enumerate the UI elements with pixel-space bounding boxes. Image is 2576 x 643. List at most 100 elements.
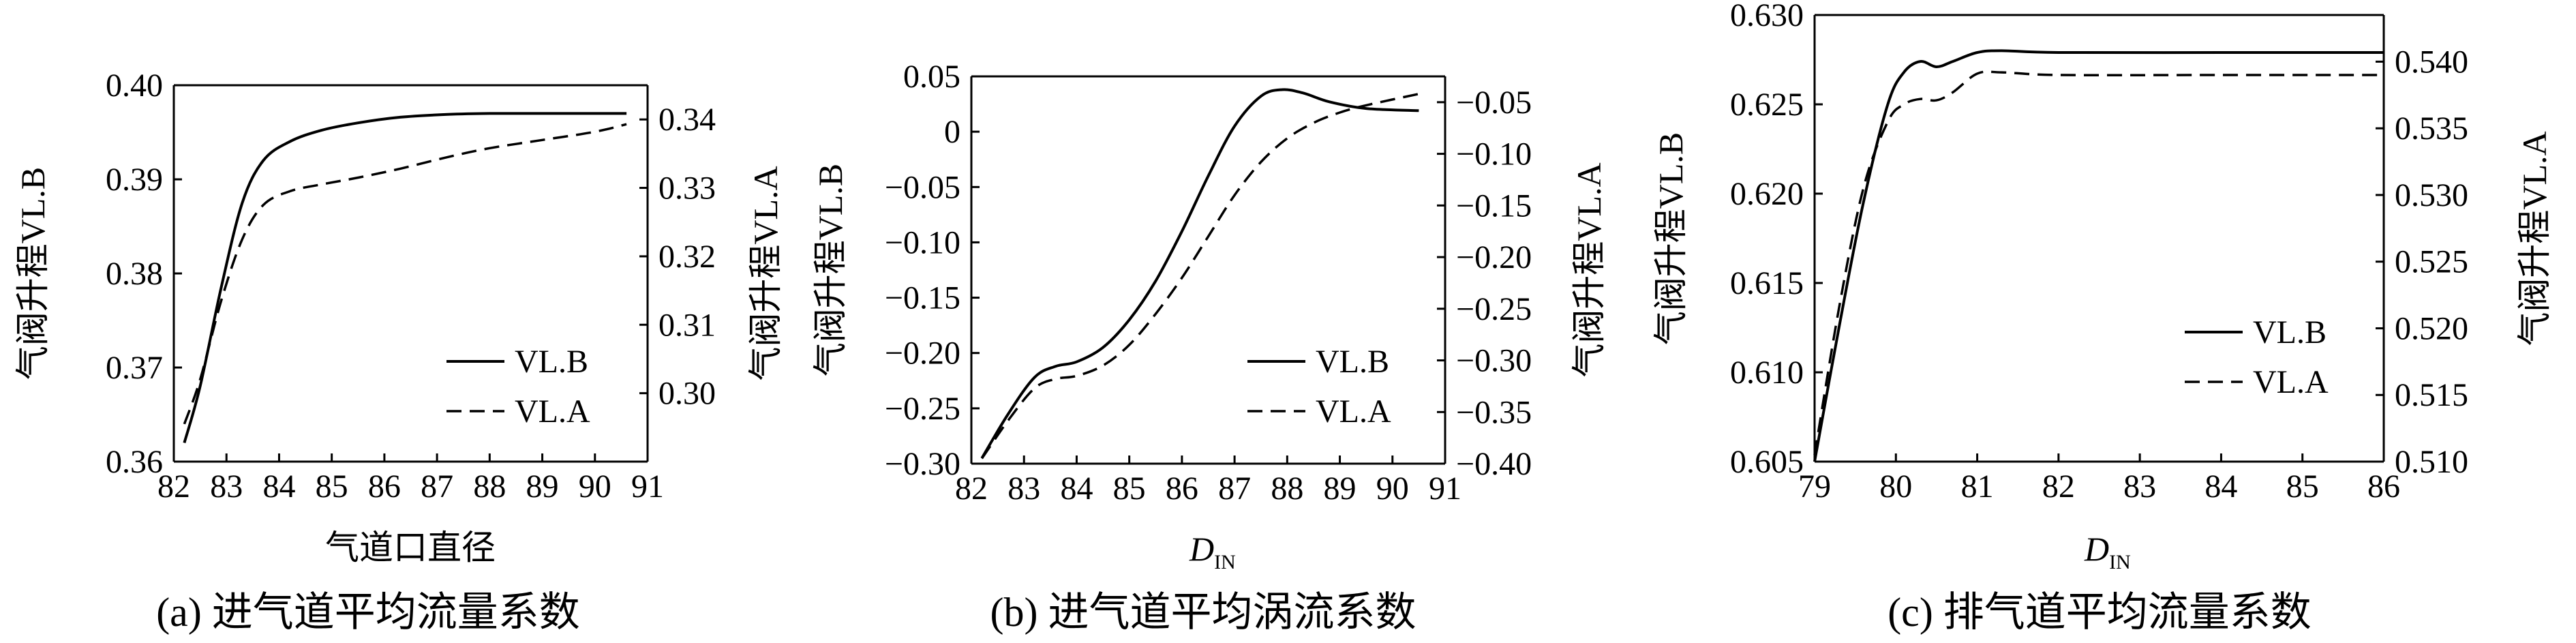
- chart-b-x-tick-label: 83: [1007, 470, 1040, 507]
- chart-b-xlabel-sub: IN: [1214, 551, 1236, 573]
- chart-b-right-tick-label: −0.20: [1456, 239, 1532, 275]
- chart-a-left-tick-label: 0.39: [106, 162, 163, 198]
- chart-a-caption: (a) 进气道平均流量系数: [156, 590, 580, 635]
- chart-c-x-tick-label: 80: [1879, 468, 1912, 505]
- chart-b-right-tick-label: −0.10: [1456, 136, 1532, 173]
- chart-b-caption: (b) 进气道平均涡流系数: [990, 590, 1416, 635]
- chart-b-x-ticks: 82 83 84 85 86 87 88 89 90 91: [955, 455, 1461, 507]
- chart-b-left-tick-label: −0.20: [885, 335, 960, 372]
- chart-a: 82 83 84 85 86 87 88 89 90 91 0.36 0.37 0.38 0.39 0.4…: [14, 68, 785, 635]
- chart-b-right-tick-label: −0.40: [1456, 446, 1532, 482]
- chart-b-xlabel-main: D: [1189, 530, 1214, 568]
- chart-b-x-tick-label: 91: [1429, 470, 1461, 507]
- chart-c-left-tick-label: 0.610: [1730, 355, 1804, 391]
- chart-b-right-tick-label: −0.05: [1456, 85, 1532, 121]
- chart-c-right-tick-label: 0.535: [2395, 110, 2468, 147]
- chart-b-x-tick-label: 87: [1218, 470, 1251, 507]
- chart-c-right-tick-label: 0.515: [2395, 377, 2468, 413]
- chart-b-right-tick-label: −0.15: [1456, 188, 1532, 224]
- chart-a-x-tick-label: 82: [157, 468, 190, 505]
- chart-c-x-tick-label: 81: [1961, 468, 1994, 505]
- chart-c-legend-vla-label: VL.A: [2253, 364, 2329, 400]
- chart-c-right-tick-label: 0.520: [2395, 310, 2468, 346]
- chart-c-xlabel-sub: IN: [2109, 551, 2131, 573]
- chart-a-right-tick-label: 0.32: [658, 239, 716, 275]
- chart-a-ylabel-left: 气阀升程VL.B: [14, 167, 52, 380]
- chart-c-series-vlb-line: [1813, 49, 2384, 462]
- chart-b-left-ticks: −0.30 −0.25 −0.20 −0.15 −0.10 −0.05 0 0.05: [885, 59, 980, 482]
- chart-a-x-tick-label: 87: [421, 468, 453, 505]
- chart-b: 82 83 84 85 86 87 88 89 90 91 −0.30 −0.25 −0.20 −0.1…: [811, 59, 1608, 635]
- chart-a-series-vlb-line: [183, 112, 627, 443]
- chart-b-left-tick-label: −0.30: [885, 446, 960, 482]
- chart-b-right-tick-label: −0.30: [1456, 343, 1532, 379]
- chart-c-x-tick-label: 85: [2286, 468, 2319, 505]
- chart-b-ylabel-right: 气阀升程VL.A: [1570, 162, 1608, 377]
- chart-c: 79 80 81 82 83 84 85 86 0.6050.6100.6150.6200.6…: [1652, 0, 2554, 635]
- chart-b-x-tick-label: 86: [1166, 470, 1198, 507]
- chart-b-left-tick-label: 0.05: [903, 59, 960, 95]
- chart-c-right-tick-label: 0.530: [2395, 177, 2468, 213]
- chart-a-x-tick-label: 85: [316, 468, 348, 505]
- chart-c-right-tick-label: 0.540: [2395, 44, 2468, 80]
- chart-b-x-tick-label: 90: [1376, 470, 1409, 507]
- chart-c-x-tick-label: 79: [1798, 468, 1831, 505]
- chart-c-ylabel-left: 气阀升程VL.B: [1652, 132, 1690, 346]
- chart-c-right-ticks: 0.510 0.515 0.520 0.525 0.530 0.535 0.540: [2376, 44, 2468, 480]
- chart-c-right-tick-label: 0.525: [2395, 244, 2468, 280]
- chart-a-left-tick-label: 0.40: [106, 68, 163, 104]
- chart-a-left-tick-label: 0.37: [106, 350, 163, 386]
- chart-c-legend-vlb-label: VL.B: [2253, 314, 2327, 350]
- chart-c-right-tick-label: 0.510: [2395, 444, 2468, 480]
- chart-b-ylabel-left: 气阀升程VL.B: [811, 164, 849, 377]
- chart-c-left-tick-label: 0.625: [1730, 87, 1804, 123]
- chart-a-x-ticks: 82 83 84 85 86 87 88 89 90 91: [157, 453, 664, 505]
- chart-a-series-vla-line: [183, 123, 627, 425]
- chart-c-x-tick-label: 83: [2123, 468, 2156, 505]
- chart-a-right-tick-label: 0.33: [658, 170, 716, 207]
- chart-c-x-tick-label: 82: [2042, 468, 2075, 505]
- chart-b-right-tick-label: −0.25: [1456, 291, 1532, 327]
- chart-b-left-tick-label: 0: [944, 114, 960, 150]
- chart-a-left-tick-label: 0.38: [106, 256, 163, 292]
- chart-a-right-tick-label: 0.31: [658, 307, 716, 343]
- chart-c-series-vla-line: [1813, 70, 2384, 455]
- chart-a-legend-vla-label: VL.A: [515, 393, 590, 430]
- chart-a-x-tick-label: 83: [210, 468, 243, 505]
- chart-b-x-tick-label: 84: [1060, 470, 1093, 507]
- chart-a-x-tick-label: 91: [631, 468, 664, 505]
- chart-a-x-tick-label: 90: [579, 468, 611, 505]
- chart-b-series-vlb-line: [980, 88, 1419, 459]
- chart-a-x-tick-label: 89: [526, 468, 559, 505]
- chart-b-x-tick-label: 85: [1113, 470, 1146, 507]
- chart-a-x-tick-label: 88: [473, 468, 506, 505]
- chart-b-left-tick-label: −0.15: [885, 280, 960, 316]
- chart-a-left-ticks: 0.36 0.37 0.38 0.39 0.40: [106, 68, 182, 480]
- chart-c-xlabel-main: D: [2084, 530, 2109, 568]
- chart-c-left-tick-label: 0.620: [1730, 176, 1804, 212]
- chart-b-legend-vla-label: VL.A: [1316, 393, 1391, 430]
- chart-b-left-tick-label: −0.25: [885, 391, 960, 427]
- chart-a-right-ticks: 0.30 0.31 0.32 0.33 0.34: [639, 102, 716, 412]
- chart-c-left-ticks: 0.605 0.610 0.615 0.620 0.625 0.630: [1730, 0, 1823, 480]
- chart-b-xlabel: DIN: [1189, 530, 1236, 573]
- chart-c-x-ticks: 79 80 81 82 83 84 85 86: [1798, 453, 2400, 505]
- chart-a-left-tick-label: 0.36: [106, 444, 163, 480]
- chart-a-ylabel-right: 气阀升程VL.A: [746, 166, 785, 380]
- chart-b-left-tick-label: −0.05: [885, 169, 960, 205]
- chart-c-caption: (c) 排气道平均流量系数: [1888, 590, 2312, 635]
- chart-b-right-ticks: −0.40 −0.35 −0.30 −0.25 −0.20 −0.15 −0.10 −0.05: [1437, 85, 1532, 482]
- chart-b-x-tick-label: 88: [1271, 470, 1303, 507]
- chart-a-xlabel: 气道口直径: [325, 528, 496, 567]
- chart-a-x-tick-label: 84: [262, 468, 295, 505]
- chart-c-left-tick-label: 0.630: [1730, 0, 1804, 33]
- chart-c-x-tick-label: 84: [2204, 468, 2237, 505]
- chart-c-ylabel-right: 气阀升程VL.A: [2515, 131, 2554, 346]
- chart-a-legend-vlb-label: VL.B: [515, 344, 588, 380]
- chart-b-x-tick-label: 89: [1324, 470, 1357, 507]
- chart-b-right-tick-label: −0.35: [1456, 394, 1532, 430]
- chart-b-left-tick-label: −0.10: [885, 224, 960, 260]
- chart-b-series-vla-line: [980, 92, 1419, 460]
- chart-c-left-tick-label: 0.605: [1730, 444, 1804, 480]
